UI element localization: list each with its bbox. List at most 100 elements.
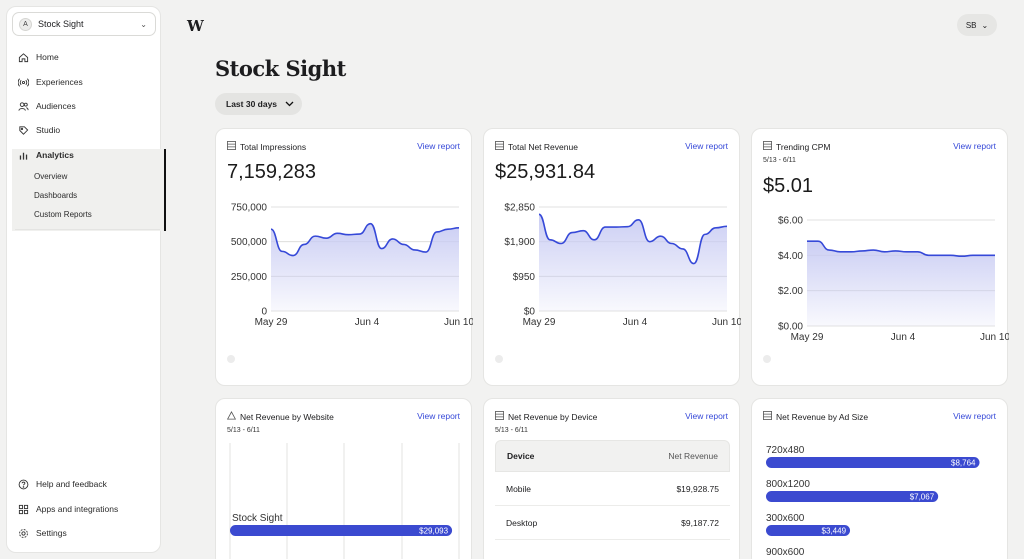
table-header-row: Device Net Revenue	[495, 440, 730, 472]
column-header-device[interactable]: Device	[507, 451, 535, 461]
card-date-range: 5/13 - 6/11	[495, 427, 528, 434]
subnav-overview[interactable]: Overview	[34, 172, 68, 181]
website-bar-chart: Stock Sight $29,093	[229, 443, 460, 559]
table-row: Desktop $9,187.72	[495, 506, 730, 540]
page-title: Stock Sight	[215, 56, 346, 81]
y-tick-label: $4.00	[778, 251, 803, 262]
nav-label: Studio	[36, 125, 61, 135]
card-title: Trending CPM	[776, 141, 831, 152]
card-revenue-by-ad-size: Net Revenue by Ad Size View report 720x4…	[751, 398, 1008, 559]
nav-item-audiences[interactable]: Audiences	[12, 96, 160, 116]
bar-category-label: 800x1200	[766, 479, 810, 490]
view-report-link[interactable]: View report	[953, 411, 996, 421]
series-line	[270, 222, 460, 257]
app-logo[interactable]: W	[187, 17, 204, 35]
analytics-group	[12, 149, 166, 231]
x-tick-label: Jun 4	[891, 332, 916, 343]
device-revenue: $19,928.75	[676, 483, 719, 494]
user-initials: SB	[965, 20, 977, 30]
y-tick-label: 750,000	[231, 203, 268, 214]
bar	[766, 491, 939, 502]
view-report-link[interactable]: View report	[685, 411, 728, 421]
nav-item-analytics[interactable]: Analytics	[12, 145, 160, 165]
sidebar: A Stock Sight ⌄ Home Experiences Audienc…	[6, 6, 166, 553]
card-title: Net Revenue by Ad Size	[776, 411, 869, 422]
nav-item-apps[interactable]: Apps and integrations	[12, 499, 160, 519]
card-title: Total Impressions	[240, 141, 307, 152]
nav-label: Home	[36, 52, 59, 62]
device-revenue: $9,187.72	[681, 517, 719, 528]
help-icon	[18, 479, 29, 490]
bar	[230, 525, 453, 536]
device-name: Desktop	[506, 517, 538, 528]
nav-label: Analytics	[36, 150, 74, 160]
user-menu-button[interactable]: SB ⌄	[957, 14, 997, 36]
area-fill	[271, 223, 459, 311]
bar	[766, 525, 851, 536]
bar-value-label: $8,764	[951, 459, 976, 468]
bar-value-label: $3,449	[822, 527, 847, 536]
y-tick-label: $950	[513, 272, 536, 283]
card-total-impressions: Total Impressions View report 7,159,283 …	[215, 128, 473, 386]
bar	[766, 457, 980, 468]
card-date-range: 5/13 - 6/11	[763, 157, 796, 164]
column-header-net-revenue[interactable]: Net Revenue	[668, 451, 718, 461]
table-row: Mobile $19,928.75	[495, 472, 730, 506]
view-report-link[interactable]: View report	[417, 141, 460, 151]
card-title: Total Net Revenue	[508, 141, 578, 152]
nav-label: Apps and integrations	[36, 504, 119, 514]
bar-value-label: $7,067	[910, 493, 935, 502]
grid-icon	[18, 504, 29, 515]
card-title: Net Revenue by Device	[508, 411, 598, 422]
y-tick-label: 250,000	[231, 272, 268, 283]
y-tick-label: $2.00	[778, 286, 803, 297]
home-icon	[18, 52, 29, 63]
nav-item-studio[interactable]: Studio	[12, 120, 160, 140]
card-revenue-by-website: Net Revenue by Website View report 5/13 …	[215, 398, 472, 559]
view-report-link[interactable]: View report	[685, 141, 728, 151]
x-tick-label: Jun 10	[444, 317, 473, 328]
y-tick-label: $1,900	[504, 237, 535, 248]
area-fill	[539, 214, 727, 311]
table-icon	[495, 411, 504, 422]
table-icon	[227, 141, 236, 152]
chevron-down-icon	[285, 99, 294, 109]
nav-item-home[interactable]: Home	[12, 47, 160, 67]
pagination-dot[interactable]	[227, 355, 235, 363]
y-tick-label: 0	[261, 307, 267, 318]
broadcast-icon	[18, 77, 29, 88]
bar-category-label: 300x600	[766, 513, 805, 524]
pagination-dot[interactable]	[495, 355, 503, 363]
x-tick-label: May 29	[255, 317, 288, 328]
card-revenue-by-device: Net Revenue by Device View report 5/13 -…	[483, 398, 740, 559]
y-tick-label: $2,850	[504, 203, 535, 214]
bar-chart-icon	[18, 150, 29, 161]
y-tick-label: $0.00	[778, 322, 803, 333]
nav-item-experiences[interactable]: Experiences	[12, 72, 160, 92]
site-selector[interactable]: A Stock Sight ⌄	[12, 12, 156, 36]
nav-label: Audiences	[36, 101, 76, 111]
paint-icon	[18, 125, 29, 136]
card-header: Net Revenue by Ad Size	[763, 411, 868, 422]
x-tick-label: Jun 4	[623, 317, 648, 328]
nav-item-help[interactable]: Help and feedback	[12, 474, 160, 494]
nav-item-settings[interactable]: Settings	[12, 523, 160, 543]
view-report-link[interactable]: View report	[953, 141, 996, 151]
card-date-range: 5/13 - 6/11	[227, 427, 260, 434]
nav-label: Experiences	[36, 77, 83, 87]
date-range-dropdown[interactable]: Last 30 days	[215, 93, 302, 115]
view-report-link[interactable]: View report	[417, 411, 460, 421]
table-icon	[763, 141, 772, 152]
subnav-custom-reports[interactable]: Custom Reports	[34, 210, 92, 219]
card-header: Net Revenue by Website	[226, 411, 334, 422]
pagination-dot[interactable]	[763, 355, 771, 363]
series-line	[807, 240, 995, 258]
date-range-label: Last 30 days	[226, 99, 278, 109]
area-fill	[807, 241, 995, 326]
ad-size-bar-chart: 720x480 $8,764 800x1200 $7,067 300x600 $3,449…	[766, 445, 980, 558]
subnav-dashboards[interactable]: Dashboards	[34, 191, 78, 200]
card-value: $5.01	[763, 175, 814, 197]
